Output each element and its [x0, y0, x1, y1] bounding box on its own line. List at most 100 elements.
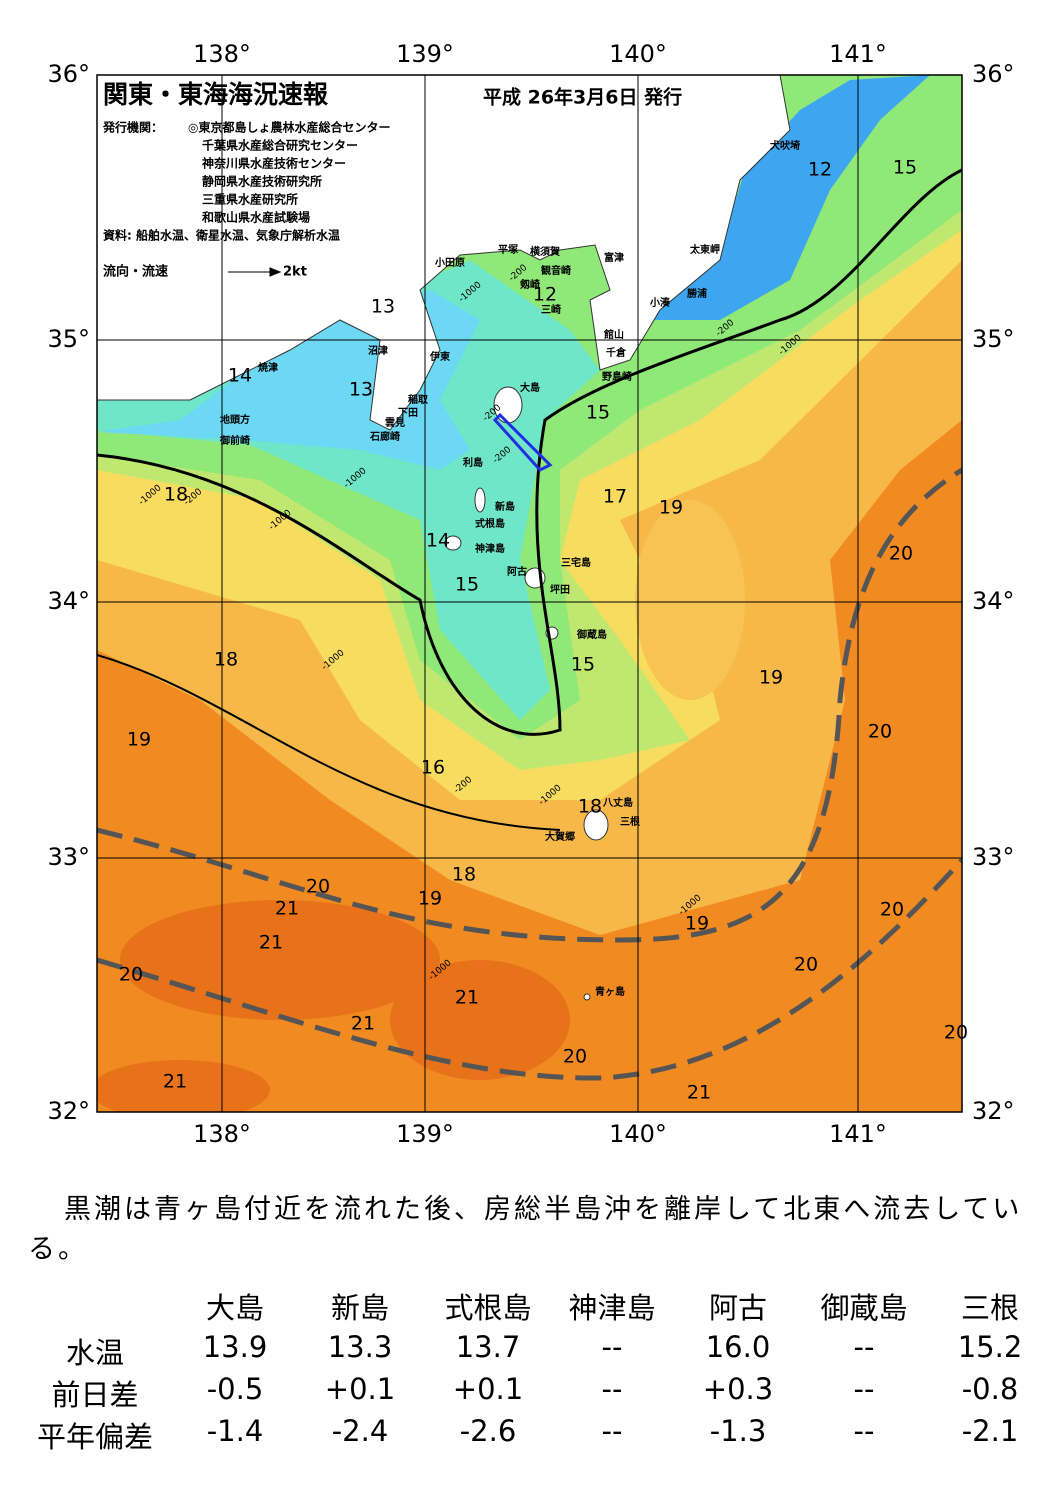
place-name: 雲見	[385, 417, 405, 429]
table-cell: --	[601, 1330, 623, 1364]
isotherm-label: 16	[421, 757, 445, 779]
isotherm-label: 18	[164, 484, 188, 506]
isotherm-label: 20	[880, 899, 904, 921]
publisher: 静岡県水産技術研究所	[202, 174, 322, 189]
isotherm-label: 18	[578, 796, 602, 818]
column-header: 御蔵島	[820, 1291, 908, 1325]
isotherm-label: 13	[349, 379, 373, 401]
place-name: 式根島	[475, 517, 505, 530]
row-header: 水温	[65, 1336, 125, 1370]
isotherm-label: 14	[228, 365, 252, 387]
lon-label: 138°	[193, 1120, 251, 1148]
lon-label: 139°	[396, 1120, 454, 1148]
issue-date: 平成 26年3月6日 発行	[483, 86, 682, 109]
publisher: 和歌山県水産試験場	[201, 210, 310, 225]
isotherm-label: 21	[275, 898, 299, 920]
place-name: 石廊崎	[369, 430, 400, 443]
lat-label: 33°	[972, 843, 1015, 871]
lon-label: 141°	[829, 40, 887, 68]
place-name: 下田	[398, 407, 418, 419]
row-header: 平年偏差	[36, 1420, 154, 1454]
lon-label: 139°	[396, 40, 454, 68]
isotherm-label: 19	[759, 667, 783, 689]
column-header: 阿古	[708, 1291, 768, 1325]
place-name: 剱崎	[519, 278, 540, 291]
isotherm-label: 19	[127, 729, 151, 751]
lat-label: 32°	[972, 1097, 1015, 1125]
source: 資料: 船舶水温、衛星水温、気象庁解析水温	[103, 228, 340, 243]
graticule	[96, 74, 963, 1113]
table-cell: -0.8	[961, 1372, 1019, 1406]
lon-label: 138°	[193, 40, 251, 68]
lon-label: 140°	[609, 40, 667, 68]
place-name: 御蔵島	[576, 628, 607, 641]
table-cell: --	[853, 1414, 875, 1448]
isotherm-label: 20	[889, 543, 913, 565]
isotherm-label: 19	[418, 888, 442, 910]
isotherm-label: 20	[563, 1046, 587, 1068]
isotherm-label: 18	[214, 649, 238, 671]
column-header: 三根	[960, 1291, 1020, 1325]
table-cell: -2.1	[961, 1414, 1019, 1448]
table-cell: 16.0	[705, 1330, 771, 1364]
isotherm-label: 21	[259, 932, 283, 954]
lat-label: 35°	[972, 325, 1015, 353]
lat-label: 33°	[47, 843, 90, 871]
legend-scale: 2kt	[283, 265, 307, 280]
lon-label: 141°	[829, 1120, 887, 1148]
isotherm-label: 12	[808, 159, 832, 181]
isotherm-label: 20	[306, 876, 330, 898]
isotherm-label: 20	[868, 721, 892, 743]
table-cell: +0.1	[324, 1372, 396, 1406]
table-cell: -0.5	[206, 1372, 264, 1406]
isotherm-label: 19	[685, 913, 709, 935]
lon-label: 140°	[609, 1120, 667, 1148]
place-name: 伊東	[429, 350, 450, 363]
place-name: 館山	[603, 328, 624, 341]
lat-label: 34°	[972, 587, 1015, 615]
table-cell: -2.6	[459, 1414, 517, 1448]
lat-label: 34°	[47, 587, 90, 615]
table-cell: --	[853, 1330, 875, 1364]
legend-label: 流向・流速	[103, 264, 168, 280]
isotherm-label: 15	[571, 654, 595, 676]
isotherm-label: 21	[351, 1013, 375, 1035]
column-header: 式根島	[444, 1291, 532, 1325]
place-name: 犬吠埼	[770, 139, 800, 152]
table-cell: -2.4	[331, 1414, 389, 1448]
publisher: 三重県水産研究所	[202, 192, 298, 207]
lat-label: 35°	[47, 325, 90, 353]
place-name: 三宅島	[561, 556, 591, 569]
isotherm-label: 15	[893, 157, 917, 179]
isotherm-label: 12	[533, 284, 557, 306]
table-cell: -1.3	[709, 1414, 767, 1448]
place-name: 太東岬	[689, 243, 720, 256]
lat-label: 32°	[47, 1097, 90, 1125]
place-name: 神津島	[475, 542, 505, 555]
map-title: 関東・東海海況速報	[103, 80, 329, 109]
table-cell: 13.7	[455, 1330, 521, 1364]
place-name: 富津	[604, 251, 624, 264]
map: 関東・東海海況速報 平成 26年3月6日 発行 発行機関： 資料: 船舶水温、衛…	[47, 40, 1015, 1148]
table-cell: 13.9	[202, 1330, 268, 1364]
sst-fill	[97, 75, 962, 1112]
summary: 黒潮は青ヶ島付近を流れた後、房総半島沖を離岸して北東へ流去している。	[28, 1194, 1023, 1265]
column-header: 神津島	[568, 1291, 656, 1325]
lat-label: 36°	[972, 60, 1015, 88]
row-header: 前日差	[51, 1378, 139, 1412]
isotherm-label: 21	[455, 987, 479, 1009]
place-name: 新島	[495, 500, 515, 513]
table-cell: --	[853, 1372, 875, 1406]
place-name: 観音崎	[541, 264, 571, 277]
place-name: 大島	[520, 381, 540, 394]
place-name: 小田原	[434, 256, 465, 269]
place-name: 沼津	[368, 344, 388, 357]
publisher: 神奈川県水産技術センター	[202, 156, 346, 171]
place-name: 勝浦	[687, 287, 707, 300]
isotherm-label: 17	[603, 486, 627, 508]
isotherm-label: 15	[455, 574, 479, 596]
place-name: 大賀郷	[545, 830, 575, 843]
table-cell: 13.3	[327, 1330, 393, 1364]
publisher: ◎東京都島しょ農林水産総合センター	[188, 120, 390, 135]
